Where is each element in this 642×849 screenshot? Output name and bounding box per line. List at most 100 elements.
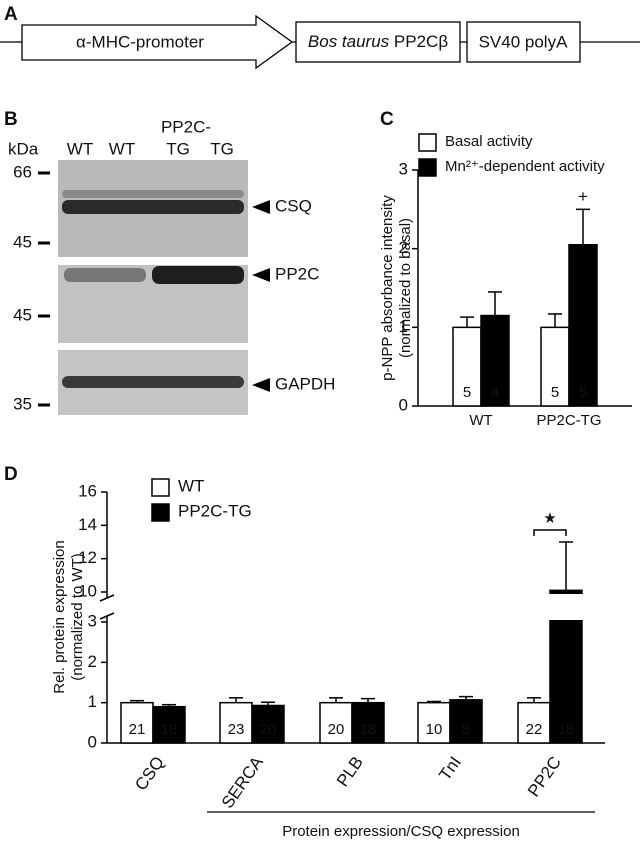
bar-break: [549, 594, 583, 620]
y-tick-label: 2: [399, 238, 408, 257]
lane-label: WT: [109, 139, 135, 158]
bar: [568, 243, 598, 407]
y-axis-label-line: (normalized to WT): [69, 553, 86, 681]
y-tick-label: 16: [78, 481, 97, 500]
x-tick-label: CSQ: [131, 753, 168, 794]
gene-label: Bos taurus PP2Cβ: [308, 32, 448, 51]
band-label: PP2C: [275, 264, 319, 283]
bar: [452, 326, 482, 407]
significance-bracket: [533, 529, 567, 536]
annotation: ★: [543, 510, 556, 527]
n-label: 20: [260, 721, 277, 738]
n-label: 8: [462, 721, 470, 738]
x-tick-label: WT: [469, 412, 492, 429]
band-arrow: [252, 200, 270, 214]
legend-label: Mn²⁺-dependent activity: [445, 158, 605, 175]
panel-letter: D: [4, 464, 18, 485]
y-axis-label-line: (normalized to basal): [397, 218, 414, 358]
x-tick-label: PP2C: [524, 753, 565, 800]
n-label: 22: [526, 721, 543, 738]
x-tick-label: PLB: [333, 753, 367, 790]
annotation: +: [578, 187, 588, 206]
bar: [152, 705, 186, 744]
legend-label: Basal activity: [445, 133, 533, 150]
y-tick-label: 2: [88, 652, 97, 671]
legend-swatch: [418, 133, 437, 152]
lane-label: TG: [166, 139, 190, 158]
band: [64, 268, 146, 282]
polya-label: SV40 polyA: [479, 32, 568, 51]
y-tick-label: 3: [399, 159, 408, 178]
band: [62, 200, 244, 214]
bar: [517, 701, 551, 744]
blot-strip: [58, 350, 248, 415]
n-label: 18: [558, 721, 575, 738]
legend-swatch: [151, 503, 170, 522]
n-label: 23: [228, 721, 245, 738]
marker-label: 35: [13, 394, 32, 413]
marker-label: 45: [13, 305, 32, 324]
panel-letter: C: [380, 109, 394, 130]
bar: [219, 701, 253, 744]
bar: [449, 699, 483, 744]
n-label: 10: [426, 721, 443, 738]
x-tick-label: TnI: [435, 753, 465, 784]
n-label: 5: [579, 384, 587, 401]
bar: [540, 326, 570, 407]
axis-break: [99, 612, 115, 620]
y-tick-label: 10: [78, 581, 97, 600]
promoter-arrow: [21, 14, 294, 70]
band: [62, 190, 244, 198]
legend-swatch: [151, 478, 170, 497]
group-bracket-label: Protein expression/CSQ expression: [282, 823, 520, 840]
gene-name: PP2Cβ: [394, 32, 448, 51]
gene-box: [295, 21, 461, 63]
marker-label: 66: [13, 162, 32, 181]
n-label: 18: [161, 721, 178, 738]
lane-label: TG: [210, 139, 234, 158]
n-label: 20: [328, 721, 345, 738]
n-label: 5: [551, 384, 559, 401]
group-label: PP2C-: [161, 117, 211, 136]
y-tick-label: 0: [399, 395, 408, 414]
y-tick-label: 0: [88, 732, 97, 751]
band: [152, 266, 244, 284]
polya-box: [466, 21, 581, 63]
lane-label: WT: [67, 139, 93, 158]
gene-species: Bos taurus: [308, 32, 390, 51]
y-tick-label: 3: [88, 611, 97, 630]
band-arrow: [252, 268, 270, 282]
y-tick-label: 1: [399, 317, 408, 336]
band-label: CSQ: [275, 196, 312, 215]
band: [62, 376, 244, 388]
legend-label: WT: [178, 476, 204, 495]
bar: [251, 704, 285, 744]
n-label: 4: [491, 384, 499, 401]
bar: [351, 701, 385, 744]
kda-header: kDa: [8, 139, 39, 158]
bar: [120, 701, 154, 744]
blot-strip: [58, 160, 248, 257]
y-tick-label: 12: [78, 548, 97, 567]
axis-break: [99, 594, 115, 602]
panel-letter: B: [4, 109, 18, 130]
bar: [417, 701, 451, 744]
blot-strip: [58, 265, 248, 343]
y-axis-label: Rel. protein expression(normalized to WT…: [51, 540, 86, 693]
panel-letter: A: [4, 4, 18, 25]
legend-label: PP2C-TG: [178, 501, 252, 520]
marker-label: 45: [13, 232, 32, 251]
y-axis-label-line: p-NPP absorbance intensity: [379, 195, 396, 381]
y-axis-label: p-NPP absorbance intensity(normalized to…: [379, 195, 414, 381]
band-label: GAPDH: [275, 374, 335, 393]
x-tick-label: SERCA: [218, 752, 268, 811]
n-label: 5: [463, 384, 471, 401]
n-label: 18: [360, 721, 377, 738]
n-label: 21: [129, 721, 146, 738]
y-tick-label: 14: [78, 515, 97, 534]
legend-swatch: [418, 158, 437, 177]
bar: [319, 701, 353, 744]
x-tick-label: PP2C-TG: [536, 412, 601, 429]
bar: [480, 314, 510, 407]
